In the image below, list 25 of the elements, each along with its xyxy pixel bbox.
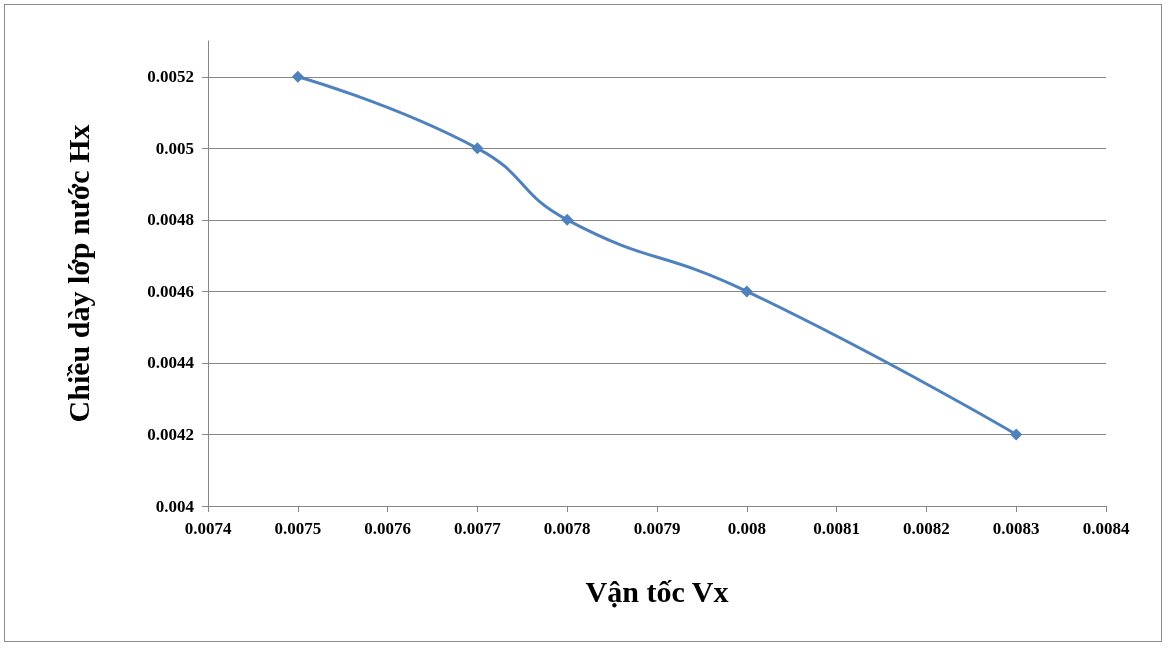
y-tick-label: 0.005 xyxy=(155,138,194,158)
y-tick-label: 0.0044 xyxy=(147,353,195,373)
y-tick-label: 0.0052 xyxy=(147,67,194,87)
y-tick-label: 0.0042 xyxy=(147,424,194,444)
point xyxy=(291,70,304,83)
x-tick-label: 0.008 xyxy=(727,519,766,538)
point xyxy=(740,285,753,298)
y-axis-title: Chiều dày lớp nước Hx xyxy=(61,124,95,423)
point xyxy=(561,213,574,226)
x-tick-label: 0.0077 xyxy=(454,519,502,538)
x-tick-label: 0.0078 xyxy=(543,519,591,538)
x-tick-label: 0.0082 xyxy=(903,519,950,538)
x-tick-label: 0.0081 xyxy=(813,519,860,538)
y-tick-label: 0.0048 xyxy=(147,210,194,230)
x-axis-title: Vận tốc Vx xyxy=(585,574,729,608)
point xyxy=(471,142,484,155)
x-tick-label: 0.0075 xyxy=(274,519,322,538)
point xyxy=(1010,428,1023,441)
y-tick-label: 0.0046 xyxy=(147,281,194,301)
x-tick-label: 0.0076 xyxy=(364,519,411,538)
x-tick-label: 0.0084 xyxy=(1082,519,1130,538)
y-tick-label: 0.004 xyxy=(155,496,195,516)
x-tick-label: 0.0079 xyxy=(633,519,681,538)
x-tick-label: 0.0074 xyxy=(184,519,232,538)
x-tick-label: 0.0083 xyxy=(992,519,1040,538)
